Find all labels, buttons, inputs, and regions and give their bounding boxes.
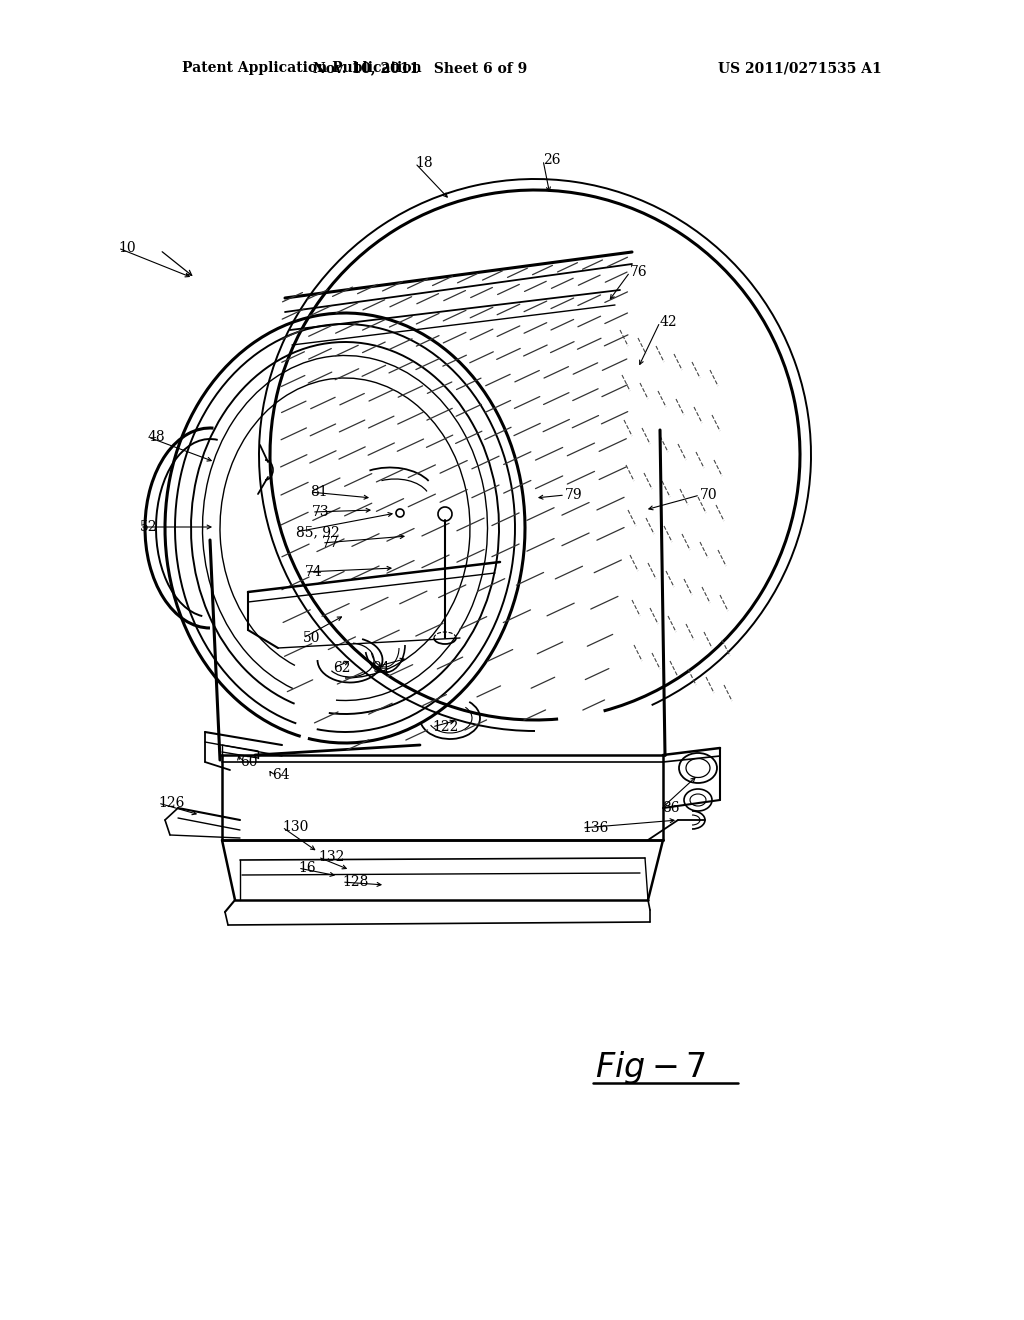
Text: 79: 79 <box>565 488 583 502</box>
Text: 48: 48 <box>148 430 166 444</box>
Text: 126: 126 <box>158 796 184 810</box>
Text: Nov. 10, 2011   Sheet 6 of 9: Nov. 10, 2011 Sheet 6 of 9 <box>313 61 527 75</box>
Text: 81: 81 <box>310 484 328 499</box>
Text: 76: 76 <box>630 265 647 279</box>
Text: 77: 77 <box>322 536 340 550</box>
Text: 85, 92: 85, 92 <box>296 525 340 539</box>
Text: 130: 130 <box>282 820 308 834</box>
Text: $\mathit{Fig-7}$: $\mathit{Fig-7}$ <box>595 1049 706 1086</box>
Text: 50: 50 <box>303 631 321 645</box>
Text: 52: 52 <box>140 520 158 535</box>
Text: 136: 136 <box>582 821 608 836</box>
Text: 73: 73 <box>312 506 330 519</box>
Text: 42: 42 <box>660 315 678 329</box>
Text: 128: 128 <box>342 875 369 888</box>
Text: 74: 74 <box>305 565 323 579</box>
Text: 18: 18 <box>415 156 432 170</box>
Text: 94: 94 <box>372 661 389 675</box>
Text: 26: 26 <box>543 153 560 168</box>
Text: 70: 70 <box>700 488 718 502</box>
Text: 62: 62 <box>333 661 350 675</box>
Text: 86: 86 <box>662 801 680 814</box>
Text: 10: 10 <box>118 242 135 255</box>
Text: Patent Application Publication: Patent Application Publication <box>182 61 422 75</box>
Text: 64: 64 <box>272 768 290 781</box>
Text: 122: 122 <box>432 719 459 734</box>
Text: 132: 132 <box>318 850 344 865</box>
Text: US 2011/0271535 A1: US 2011/0271535 A1 <box>718 61 882 75</box>
Text: 16: 16 <box>298 861 315 875</box>
Text: 60: 60 <box>240 755 257 770</box>
